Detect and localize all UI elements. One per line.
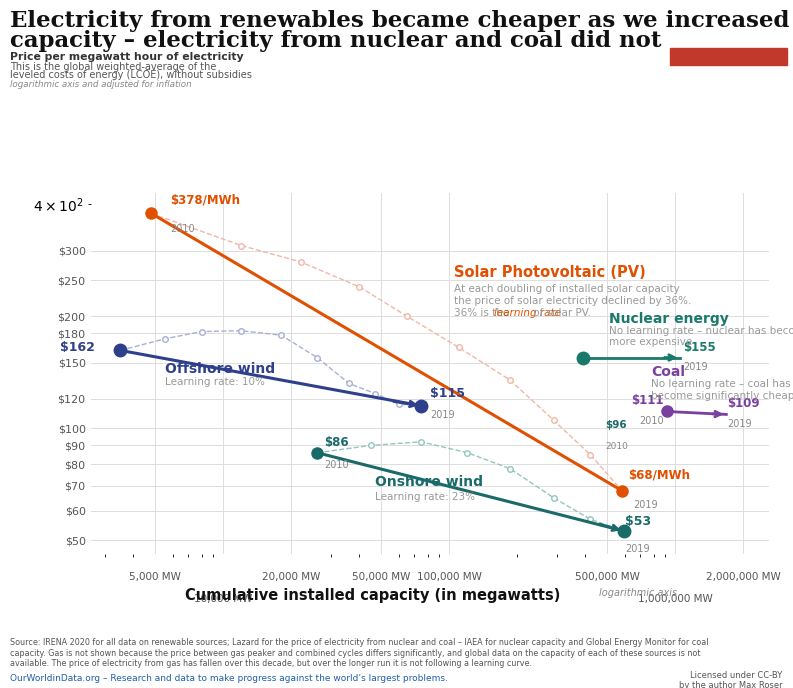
Text: $86: $86 xyxy=(324,436,349,449)
Text: Electricity from renewables became cheaper as we increased: Electricity from renewables became cheap… xyxy=(10,10,790,32)
Text: Our World: Our World xyxy=(699,16,759,26)
Text: 2019: 2019 xyxy=(727,419,752,429)
Text: Onshore wind: Onshore wind xyxy=(375,475,483,489)
Text: more expensive: more expensive xyxy=(609,338,692,347)
Text: Learning rate: 10%: Learning rate: 10% xyxy=(165,377,265,387)
Text: Solar Photovoltaic (PV): Solar Photovoltaic (PV) xyxy=(454,265,646,280)
Text: Offshore wind: Offshore wind xyxy=(165,362,275,376)
Text: leveled costs of energy (LCOE), without subsidies: leveled costs of energy (LCOE), without … xyxy=(10,70,252,80)
Text: 5,000 MW: 5,000 MW xyxy=(129,572,182,582)
Text: capacity – electricity from nuclear and coal did not: capacity – electricity from nuclear and … xyxy=(10,30,661,52)
Text: logarithmic axis: logarithmic axis xyxy=(599,588,677,599)
Text: 36% is the: 36% is the xyxy=(454,308,513,319)
Text: 20,000 MW: 20,000 MW xyxy=(262,572,320,582)
Text: Nuclear energy: Nuclear energy xyxy=(609,312,729,326)
Text: $111: $111 xyxy=(631,394,664,407)
Text: 2019: 2019 xyxy=(626,544,650,554)
Text: 2019: 2019 xyxy=(633,500,657,510)
Text: Coal: Coal xyxy=(651,365,685,379)
Text: 100,000 MW: 100,000 MW xyxy=(417,572,482,582)
Text: 500,000 MW: 500,000 MW xyxy=(575,572,640,582)
Text: of solar PV.: of solar PV. xyxy=(531,308,592,319)
Text: 2010: 2010 xyxy=(170,224,194,234)
Text: $155: $155 xyxy=(683,341,716,354)
Text: logarithmic axis and adjusted for inflation: logarithmic axis and adjusted for inflat… xyxy=(10,80,192,89)
Text: learning rate: learning rate xyxy=(494,308,561,319)
Text: Licensed under CC-BY
by the author Max Roser: Licensed under CC-BY by the author Max R… xyxy=(679,671,783,688)
Text: in Data: in Data xyxy=(707,30,750,40)
Text: OurWorldinData.org – Research and data to make progress against the world’s larg: OurWorldinData.org – Research and data t… xyxy=(10,674,448,683)
Text: Learning rate: 23%: Learning rate: 23% xyxy=(375,493,475,502)
Text: 2019: 2019 xyxy=(683,362,707,372)
Text: $378/MWh: $378/MWh xyxy=(170,193,240,206)
Text: 1,000,000 MW: 1,000,000 MW xyxy=(638,594,713,605)
Bar xyxy=(670,48,787,65)
Text: 10,000 MW: 10,000 MW xyxy=(194,594,253,605)
Text: At each doubling of installed solar capacity: At each doubling of installed solar capa… xyxy=(454,284,680,294)
Text: No learning rate – coal has not: No learning rate – coal has not xyxy=(651,379,793,389)
Text: $162: $162 xyxy=(60,341,95,354)
Text: become significantly cheaper: become significantly cheaper xyxy=(651,391,793,401)
Text: This is the global weighted-average of the: This is the global weighted-average of t… xyxy=(10,62,216,72)
Text: $115: $115 xyxy=(430,387,465,400)
Text: Cumulative installed capacity (in megawatts): Cumulative installed capacity (in megawa… xyxy=(185,588,561,603)
Text: the price of solar electricity declined by 36%.: the price of solar electricity declined … xyxy=(454,296,691,306)
Text: 2010: 2010 xyxy=(639,416,664,426)
Text: Price per megawatt hour of electricity: Price per megawatt hour of electricity xyxy=(10,52,244,62)
Text: 2010: 2010 xyxy=(605,442,628,451)
Text: No learning rate – nuclear has become: No learning rate – nuclear has become xyxy=(609,326,793,336)
Text: $53: $53 xyxy=(626,515,651,528)
Text: 2,000,000 MW: 2,000,000 MW xyxy=(706,572,781,582)
Text: 50,000 MW: 50,000 MW xyxy=(352,572,411,582)
Text: 2010: 2010 xyxy=(324,460,349,471)
Text: $68/MWh: $68/MWh xyxy=(629,469,691,482)
Text: $96: $96 xyxy=(605,420,627,430)
Text: Source: IRENA 2020 for all data on renewable sources; Lazard for the price of el: Source: IRENA 2020 for all data on renew… xyxy=(10,638,709,668)
Text: $109: $109 xyxy=(727,397,760,410)
Text: 2019: 2019 xyxy=(430,410,454,420)
